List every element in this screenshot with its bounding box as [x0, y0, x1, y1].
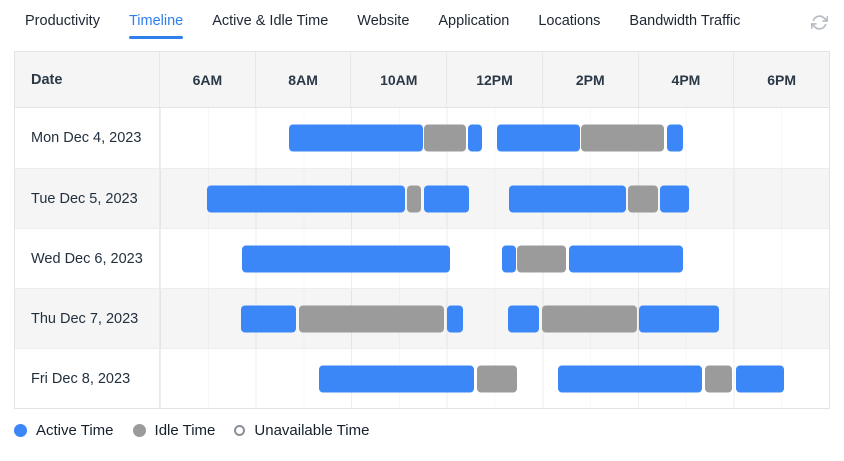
- timeline-bar-idle[interactable]: [424, 124, 466, 152]
- tab-locations[interactable]: Locations: [538, 13, 601, 29]
- timeline-table: Date 6AM 8AM 10AM 12PM 2PM 4PM 6PM Mon Dec 4, …: [14, 51, 830, 409]
- tab-bandwidth-traffic[interactable]: Bandwidth Traffic: [629, 13, 741, 29]
- refresh-icon[interactable]: [811, 14, 828, 31]
- row-timeline: [159, 108, 829, 168]
- legend-label: Idle Time: [154, 422, 216, 439]
- timeline-bar-active[interactable]: [240, 305, 297, 332]
- timeline-bar-active[interactable]: [666, 124, 684, 152]
- timeline-bar-active[interactable]: [508, 305, 540, 332]
- timeline-bar-idle[interactable]: [517, 245, 567, 272]
- tab-timeline[interactable]: Timeline: [129, 13, 183, 39]
- table-row: Wed Dec 6, 2023: [15, 228, 829, 288]
- time-header-2pm: 2PM: [541, 52, 638, 107]
- row-timeline: [159, 289, 829, 348]
- timeline-bar-idle[interactable]: [627, 185, 658, 212]
- row-timeline: [159, 169, 829, 228]
- timeline-bar-active[interactable]: [638, 305, 719, 332]
- row-date-label: Wed Dec 6, 2023: [31, 250, 143, 267]
- timeline-bar-idle[interactable]: [406, 185, 421, 212]
- table-row: Thu Dec 7, 2023: [15, 288, 829, 348]
- time-header-12pm: 12PM: [446, 52, 542, 107]
- timeline-bar-active[interactable]: [569, 245, 683, 272]
- tab-application[interactable]: Application: [438, 13, 510, 29]
- timeline-bar-idle[interactable]: [477, 365, 518, 392]
- table-row: Fri Dec 8, 2023: [15, 348, 829, 408]
- time-header-4pm: 4PM: [637, 52, 734, 107]
- row-timeline: [159, 229, 829, 288]
- legend-item-unavailable-time: Unavailable Time: [234, 422, 369, 439]
- timeline-bar-active[interactable]: [446, 305, 464, 332]
- timeline-bar-active[interactable]: [496, 124, 580, 152]
- timeline-bar-idle[interactable]: [542, 305, 637, 332]
- timeline-bar-active[interactable]: [206, 185, 405, 212]
- timeline-bar-idle[interactable]: [298, 305, 444, 332]
- timeline-bar-idle[interactable]: [580, 124, 665, 152]
- unavailable-swatch-icon: [234, 425, 246, 436]
- date-column-header: Date: [31, 71, 63, 88]
- time-header-10am: 10AM: [350, 52, 446, 107]
- tab-website[interactable]: Website: [357, 13, 410, 29]
- timeline-bar-idle[interactable]: [704, 365, 733, 392]
- row-date-label: Fri Dec 8, 2023: [31, 370, 131, 387]
- tab-list: Productivity Timeline Active & Idle Time We…: [25, 13, 740, 39]
- timeline-bar-active[interactable]: [558, 365, 703, 392]
- tab-bar: Productivity Timeline Active & Idle Time We…: [0, 0, 844, 39]
- time-header-6am: 6AM: [159, 52, 255, 107]
- tab-productivity[interactable]: Productivity: [25, 13, 100, 29]
- legend-item-idle-time: Idle Time: [132, 422, 216, 439]
- idle-swatch-icon: [132, 424, 146, 437]
- timeline-bar-active[interactable]: [508, 185, 626, 212]
- timeline-bar-active[interactable]: [423, 185, 469, 212]
- timeline-bar-active[interactable]: [289, 124, 423, 152]
- timeline-bar-active[interactable]: [468, 124, 483, 152]
- row-date-label: Tue Dec 5, 2023: [31, 190, 138, 207]
- time-header-8am: 8AM: [254, 52, 351, 107]
- row-date-label: Thu Dec 7, 2023: [31, 310, 139, 327]
- timeline-bar-active[interactable]: [241, 245, 450, 272]
- legend-label: Unavailable Time: [254, 422, 370, 439]
- time-header-6pm: 6PM: [733, 52, 829, 107]
- legend-item-active-time: Active Time: [14, 422, 114, 439]
- table-body: Mon Dec 4, 2023 Tue Dec 5, 2023 Wed Dec 6,…: [15, 108, 829, 408]
- active-swatch-icon: [14, 424, 27, 437]
- timeline-bar-active[interactable]: [660, 185, 690, 212]
- legend: Active Time Idle Time Unavailable Time: [14, 422, 830, 439]
- timeline-bar-active[interactable]: [319, 365, 475, 392]
- table-row: Tue Dec 5, 2023: [15, 168, 829, 228]
- table-header-row: Date 6AM 8AM 10AM 12PM 2PM 4PM 6PM: [15, 52, 829, 108]
- row-timeline: [159, 349, 829, 408]
- legend-label: Active Time: [36, 422, 114, 439]
- table-row: Mon Dec 4, 2023: [15, 108, 829, 168]
- timeline-bar-active[interactable]: [501, 245, 516, 272]
- timeline-bar-active[interactable]: [736, 365, 785, 392]
- row-date-label: Mon Dec 4, 2023: [31, 130, 142, 146]
- tab-active-idle-time[interactable]: Active & Idle Time: [212, 13, 329, 29]
